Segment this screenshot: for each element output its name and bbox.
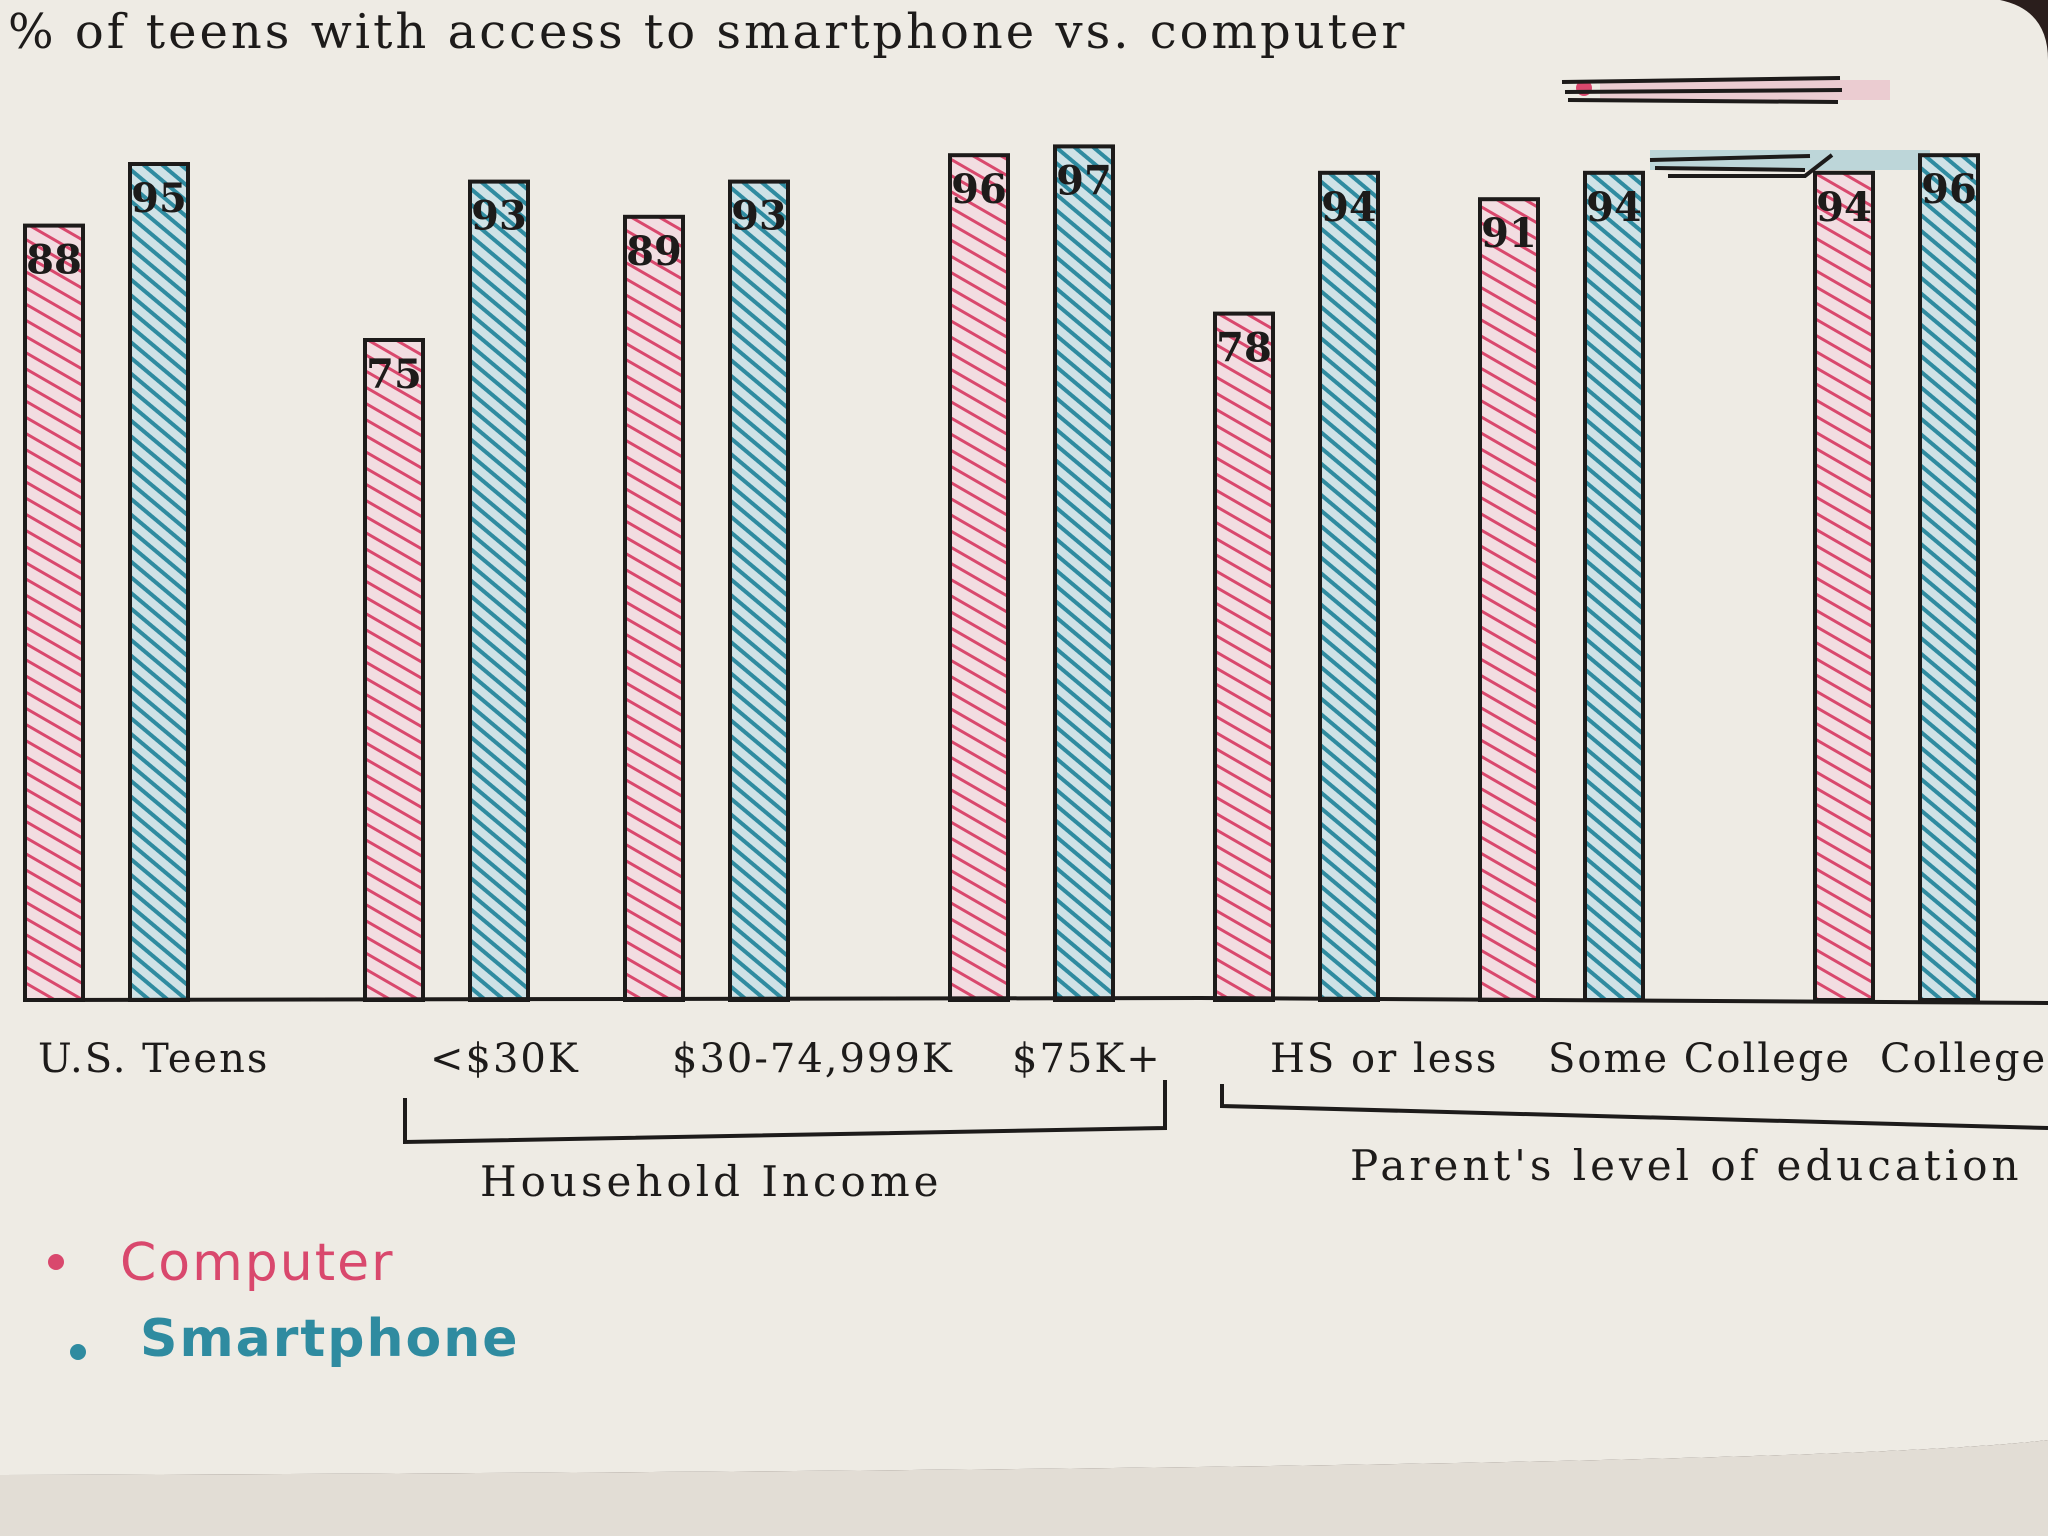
bar-smartphone-hs-or-less: [1318, 170, 1380, 1003]
bar-computer-30k: [363, 338, 425, 1002]
legend: Computer Smartphone: [48, 1233, 519, 1369]
value-label-computer-some-college: 91: [1481, 210, 1537, 257]
tick-label-30-74-999k: $30-74,999K: [672, 1036, 954, 1082]
legend-computer-label: Computer: [120, 1233, 395, 1293]
category-labels: U.S. Teens <$30K $30-74,999K $75K+ HS or les…: [38, 1036, 2048, 1082]
value-label-computer-hs-or-less: 78: [1216, 325, 1272, 372]
bar-computer-some-college: [1478, 197, 1540, 1002]
education-label: Parent's level of education: [1350, 1141, 2023, 1190]
value-label-smartphone-75k: 97: [1056, 157, 1112, 204]
legend-smartphone-label: Smartphone: [140, 1309, 519, 1369]
bar-smartphone-u-s-teens: [128, 162, 190, 1002]
tick-label-u-s-teens: U.S. Teens: [38, 1036, 269, 1082]
bars-layer: [23, 144, 1980, 1003]
paper-lower-edge: [0, 1440, 2048, 1536]
bar-smartphone-75k: [1053, 144, 1115, 1002]
education-bracket: [1220, 1084, 2048, 1130]
bar-smartphone-some-college: [1583, 170, 1645, 1003]
tick-label-30k: <$30K: [430, 1036, 580, 1082]
value-label-smartphone-30k: 93: [471, 193, 527, 240]
bar-computer-hs-or-less: [1213, 311, 1275, 1003]
value-label-smartphone-hs-or-less: 94: [1321, 184, 1377, 231]
legend-smartphone-dot: [70, 1344, 86, 1360]
tick-label-75k: $75K+: [1012, 1036, 1162, 1082]
value-label-computer-college: 94: [1816, 184, 1872, 231]
value-label-smartphone-u-s-teens: 95: [131, 175, 187, 222]
bar-smartphone-30-74-999k: [728, 179, 790, 1003]
crossed-out-legend-scribble: [1561, 76, 1930, 178]
bar-smartphone-30k: [468, 179, 530, 1003]
tick-label-hs-or-less: HS or less: [1270, 1036, 1498, 1082]
household-income-label: Household Income: [480, 1157, 943, 1206]
value-label-computer-30-74-999k: 89: [626, 228, 682, 275]
tick-label-college: College+: [1880, 1036, 2048, 1082]
value-label-smartphone-some-college: 94: [1586, 184, 1642, 231]
bar-smartphone-college: [1918, 153, 1980, 1002]
bar-computer-30-74-999k: [623, 214, 685, 1003]
value-label-smartphone-30-74-999k: 93: [731, 193, 787, 240]
legend-computer-dot: [48, 1254, 64, 1270]
bar-computer-75k: [948, 153, 1010, 1002]
value-label-computer-u-s-teens: 88: [26, 237, 82, 284]
tick-label-some-college: Some College: [1548, 1036, 1851, 1082]
value-label-computer-75k: 96: [951, 166, 1007, 213]
bar-computer-college: [1813, 170, 1875, 1003]
bar-computer-u-s-teens: [23, 223, 85, 1003]
chart-title: % of teens with access to smartphone vs.…: [8, 4, 1407, 60]
value-labels-layer: 88 95 75 93 89 93 96 97 78 94 91 94 94 96: [26, 157, 1977, 398]
value-label-smartphone-college: 96: [1921, 166, 1977, 213]
value-label-computer-30k: 75: [366, 351, 422, 398]
household-income-bracket: [403, 1080, 1167, 1145]
x-axis-baseline: [24, 995, 2048, 1005]
